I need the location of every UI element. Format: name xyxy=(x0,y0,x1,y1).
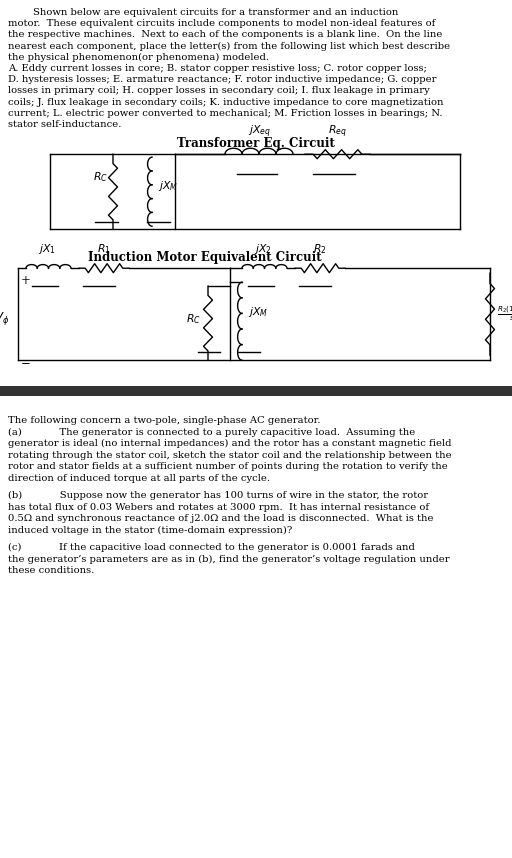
Text: $R_C$: $R_C$ xyxy=(93,170,108,184)
Text: A. Eddy current losses in core; B. stator copper resistive loss; C. rotor copper: A. Eddy current losses in core; B. stato… xyxy=(8,64,427,73)
Text: nearest each component, place the letter(s) from the following list which best d: nearest each component, place the letter… xyxy=(8,41,450,51)
Text: $jX_M$: $jX_M$ xyxy=(158,178,178,193)
Text: induced voltage in the stator (time-domain expression)?: induced voltage in the stator (time-doma… xyxy=(8,526,292,535)
Text: current; L. electric power converted to mechanical; M. Friction losses in bearin: current; L. electric power converted to … xyxy=(8,109,442,118)
Text: Induction Motor Equivalent Circuit: Induction Motor Equivalent Circuit xyxy=(88,251,322,264)
Text: $R_C$: $R_C$ xyxy=(186,312,201,326)
Text: these conditions.: these conditions. xyxy=(8,566,94,575)
Text: +: + xyxy=(21,275,31,287)
Text: Transformer Eq. Circuit: Transformer Eq. Circuit xyxy=(177,137,335,150)
Bar xyxy=(0,386,512,396)
Text: motor.  These equivalent circuits include components to model non-ideal features: motor. These equivalent circuits include… xyxy=(8,19,435,28)
Text: generator is ideal (no internal impedances) and the rotor has a constant magneti: generator is ideal (no internal impedanc… xyxy=(8,439,452,449)
Text: 0.5Ω and synchronous reactance of j2.0Ω and the load is disconnected.  What is t: 0.5Ω and synchronous reactance of j2.0Ω … xyxy=(8,514,434,523)
Text: $jX_M$: $jX_M$ xyxy=(248,305,268,319)
Text: $jX_1$: $jX_1$ xyxy=(37,242,55,257)
Text: Shown below are equivalent circuits for a transformer and an induction: Shown below are equivalent circuits for … xyxy=(8,8,398,17)
Text: The following concern a two-pole, single-phase AC generator.: The following concern a two-pole, single… xyxy=(8,416,321,426)
Text: the respective machines.  Next to each of the components is a blank line.  On th: the respective machines. Next to each of… xyxy=(8,30,442,39)
Text: D. hysteresis losses; E. armature reactance; F. rotor inductive impedance; G. co: D. hysteresis losses; E. armature reacta… xyxy=(8,76,437,84)
Text: has total flux of 0.03 Webers and rotates at 3000 rpm.  It has internal resistan: has total flux of 0.03 Webers and rotate… xyxy=(8,503,429,511)
Text: (a)            The generator is connected to a purely capacitive load.  Assuming: (a) The generator is connected to a pure… xyxy=(8,427,415,437)
Text: −: − xyxy=(21,356,31,369)
Text: $R_2$: $R_2$ xyxy=(313,243,327,257)
Text: direction of induced torque at all parts of the cycle.: direction of induced torque at all parts… xyxy=(8,474,270,483)
Text: the physical phenomenon(or phenomena) modeled.: the physical phenomenon(or phenomena) mo… xyxy=(8,53,269,62)
Text: losses in primary coil; H. copper losses in secondary coil; I. flux leakage in p: losses in primary coil; H. copper losses… xyxy=(8,87,430,95)
Text: rotating through the stator coil, sketch the stator coil and the relationship be: rotating through the stator coil, sketch… xyxy=(8,450,452,460)
Text: the generator’s parameters are as in (b), find the generator’s voltage regulatio: the generator’s parameters are as in (b)… xyxy=(8,555,450,564)
Text: $R_{eq}$: $R_{eq}$ xyxy=(328,124,347,140)
Text: coils; J. flux leakage in secondary coils; K. inductive impedance to core magnet: coils; J. flux leakage in secondary coil… xyxy=(8,98,443,106)
Text: (b)            Suppose now the generator has 100 turns of wire in the stator, th: (b) Suppose now the generator has 100 tu… xyxy=(8,491,428,500)
Text: $jX_2$: $jX_2$ xyxy=(253,242,271,257)
Text: $\frac{R_2(1{-}s)}{s}$: $\frac{R_2(1{-}s)}{s}$ xyxy=(497,305,512,323)
Text: stator self-inductance.: stator self-inductance. xyxy=(8,120,121,129)
Text: (c)            If the capacitive load connected to the generator is 0.0001 farad: (c) If the capacitive load connected to … xyxy=(8,543,415,553)
Text: rotor and stator fields at a sufficient number of points during the rotation to : rotor and stator fields at a sufficient … xyxy=(8,462,448,471)
Text: $V_\phi$: $V_\phi$ xyxy=(0,311,10,327)
Text: $jX_{eq}$: $jX_{eq}$ xyxy=(247,124,270,140)
Text: $R_1$: $R_1$ xyxy=(97,243,111,257)
